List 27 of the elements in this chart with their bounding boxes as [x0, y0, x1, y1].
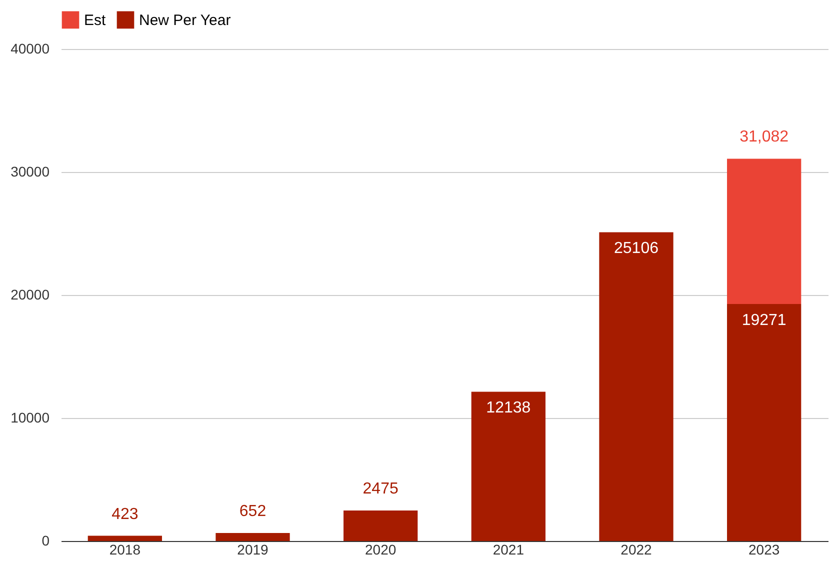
x-tick-label: 2019	[237, 542, 269, 558]
legend-label: Est	[84, 12, 107, 29]
y-tick-label: 30000	[10, 164, 50, 180]
data-label: 423	[112, 506, 138, 523]
data-label: 2475	[362, 480, 398, 498]
y-tick-label: 20000	[10, 286, 50, 302]
y-tick-label: 40000	[10, 40, 50, 56]
data-label: 25106	[614, 240, 659, 258]
bar	[88, 536, 162, 541]
legend-label: New Per Year	[139, 12, 231, 29]
bar	[471, 392, 546, 541]
bar	[344, 510, 418, 541]
data-label: 652	[239, 502, 266, 520]
y-tick-label: 10000	[10, 410, 50, 426]
total-label: 31,082	[740, 128, 789, 146]
bar	[727, 304, 802, 541]
x-tick-label: 2023	[748, 542, 780, 558]
y-tick-label: 0	[42, 532, 50, 548]
x-tick-label: 2021	[492, 542, 524, 558]
bar	[599, 232, 674, 541]
data-label: 19271	[742, 312, 786, 329]
x-tick-label: 2020	[365, 542, 396, 558]
data-label: 12138	[486, 400, 531, 417]
x-tick-label: 2018	[109, 542, 141, 558]
x-tick-label: 2022	[620, 542, 652, 558]
bar	[727, 158, 802, 304]
bar	[216, 532, 290, 541]
